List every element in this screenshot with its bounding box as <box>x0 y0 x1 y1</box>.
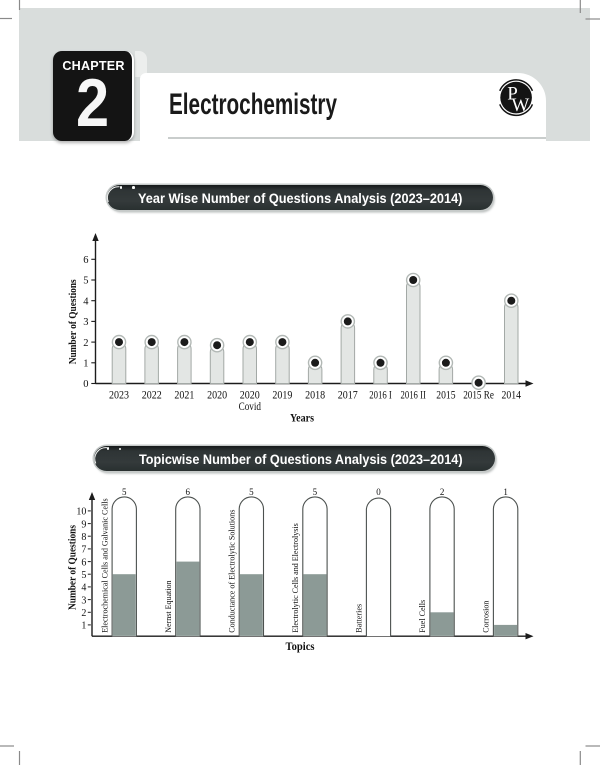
svg-text:Years: Years <box>290 411 314 425</box>
svg-text:3: 3 <box>83 317 88 328</box>
svg-text:2015: 2015 <box>436 388 455 402</box>
svg-text:4: 4 <box>81 583 86 594</box>
svg-text:2: 2 <box>83 338 88 349</box>
svg-text:Topics: Topics <box>286 639 315 653</box>
svg-text:Covid: Covid <box>239 399 261 413</box>
svg-text:2023: 2023 <box>109 388 129 402</box>
svg-text:1: 1 <box>81 621 86 632</box>
svg-text:Conductance of Electrolytic So: Conductance of Electrolytic Solutions <box>226 510 236 633</box>
svg-text:Batteries: Batteries <box>354 604 364 633</box>
svg-text:Nernst Equation: Nernst Equation <box>163 580 173 633</box>
svg-text:2018: 2018 <box>305 388 325 402</box>
svg-text:Number of Questions: Number of Questions <box>67 279 79 365</box>
svg-text:2016 II: 2016 II <box>401 388 426 402</box>
svg-text:2019: 2019 <box>272 388 292 402</box>
svg-text:7: 7 <box>81 545 86 556</box>
svg-text:5: 5 <box>81 570 86 581</box>
svg-text:9: 9 <box>81 519 86 530</box>
svg-text:6: 6 <box>186 487 191 497</box>
svg-text:2020: 2020 <box>207 388 227 402</box>
svg-text:5: 5 <box>313 487 318 497</box>
svg-text:2021: 2021 <box>174 388 194 402</box>
svg-text:2020: 2020 <box>240 388 260 402</box>
svg-text:2: 2 <box>440 487 445 497</box>
svg-text:Fuel Cells: Fuel Cells <box>417 600 427 633</box>
svg-text:1: 1 <box>503 487 508 497</box>
svg-text:Corrosion: Corrosion <box>481 600 491 633</box>
svg-text:6: 6 <box>81 557 86 568</box>
svg-text:0: 0 <box>83 379 88 390</box>
svg-text:4: 4 <box>83 296 89 307</box>
svg-text:P: P <box>507 83 518 104</box>
svg-text:5: 5 <box>83 276 88 287</box>
svg-text:2017: 2017 <box>338 388 358 402</box>
svg-text:W: W <box>511 95 529 116</box>
svg-text:Electrochemical Cells and Galv: Electrochemical Cells and Galvanic Cells <box>99 498 109 632</box>
svg-text:2016 I: 2016 I <box>369 388 392 402</box>
svg-text:0: 0 <box>376 487 381 497</box>
svg-text:2015 Re: 2015 Re <box>463 388 494 402</box>
svg-text:5: 5 <box>249 487 254 497</box>
svg-text:8: 8 <box>81 532 86 543</box>
svg-text:3: 3 <box>81 595 86 606</box>
svg-text:1: 1 <box>83 359 88 370</box>
svg-text:Number of Questions: Number of Questions <box>67 524 79 610</box>
svg-text:2: 2 <box>81 608 86 619</box>
svg-text:2022: 2022 <box>142 388 162 402</box>
svg-text:6: 6 <box>83 255 88 266</box>
svg-text:Electrolytic Cells and Electro: Electrolytic Cells and Electrolysis <box>290 523 300 633</box>
svg-text:10: 10 <box>76 507 86 518</box>
svg-text:5: 5 <box>122 487 127 497</box>
svg-text:2014: 2014 <box>502 388 522 402</box>
